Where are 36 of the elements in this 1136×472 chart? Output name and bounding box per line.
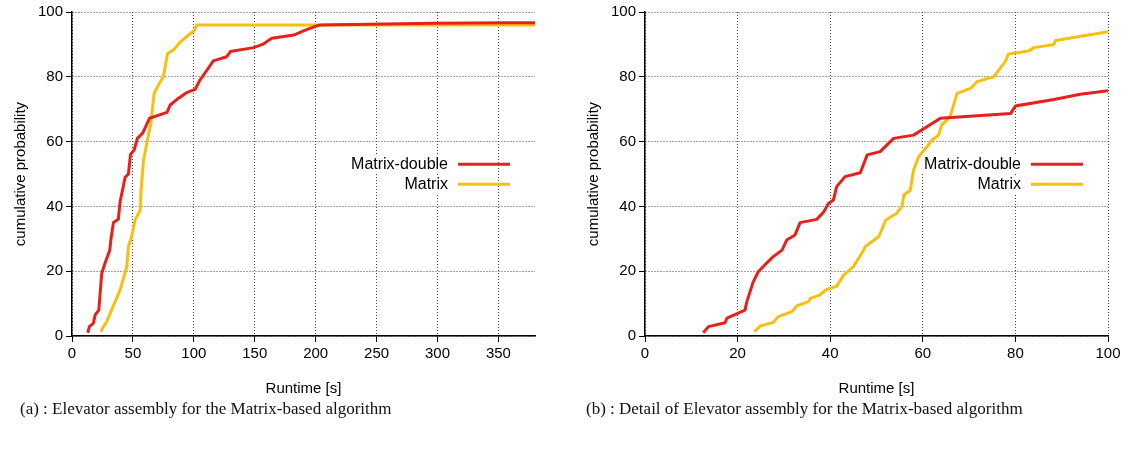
x-axis-title: Runtime [s] [838, 379, 915, 397]
y-tick-label: 20 [619, 261, 636, 279]
y-tick-label: 100 [610, 2, 636, 20]
y-tick-label: 60 [46, 131, 63, 149]
x-tick-label: 300 [425, 344, 451, 362]
y-tick-label: 40 [619, 196, 636, 214]
x-tick-label: 250 [364, 344, 390, 362]
y-tick-label: 40 [46, 196, 63, 214]
legend-label: Matrix [404, 174, 448, 192]
x-tick-label: 0 [640, 344, 650, 362]
legend-label: Matrix-double [351, 154, 449, 172]
y-axis-title: cumulative probability [11, 101, 29, 247]
legend-label: Matrix [977, 174, 1021, 192]
text: (b) : Detail of Elevator assembly for the Matrix-based algorithm [586, 398, 1024, 420]
x-tick-label: 50 [124, 344, 142, 362]
x-tick-label: 200 [303, 344, 329, 362]
x-tick-label: 350 [485, 344, 511, 362]
y-axis-title: cumulative probability [584, 101, 602, 247]
y-tick-label: 100 [37, 2, 63, 20]
y-tick-label: 80 [619, 66, 636, 84]
y-tick-label: 0 [54, 326, 63, 344]
legend-label: Matrix-double [924, 154, 1022, 172]
y-tick-label: 0 [627, 326, 636, 344]
text: (a) : Elevator assembly for the Matrix-based algorithm [20, 398, 393, 420]
y-tick-label: 80 [46, 66, 63, 84]
y-tick-label: 60 [619, 131, 636, 149]
x-tick-label: 150 [242, 344, 268, 362]
x-tick-label: 60 [914, 344, 932, 362]
x-tick-label: 40 [821, 344, 839, 362]
x-tick-label: 0 [67, 344, 77, 362]
x-tick-label: 80 [1007, 344, 1024, 362]
x-axis-title: Runtime [s] [265, 379, 342, 397]
x-tick-label: 100 [1095, 344, 1121, 362]
x-tick-label: 100 [181, 344, 207, 362]
y-tick-label: 20 [46, 261, 63, 279]
x-tick-label: 20 [729, 344, 746, 362]
